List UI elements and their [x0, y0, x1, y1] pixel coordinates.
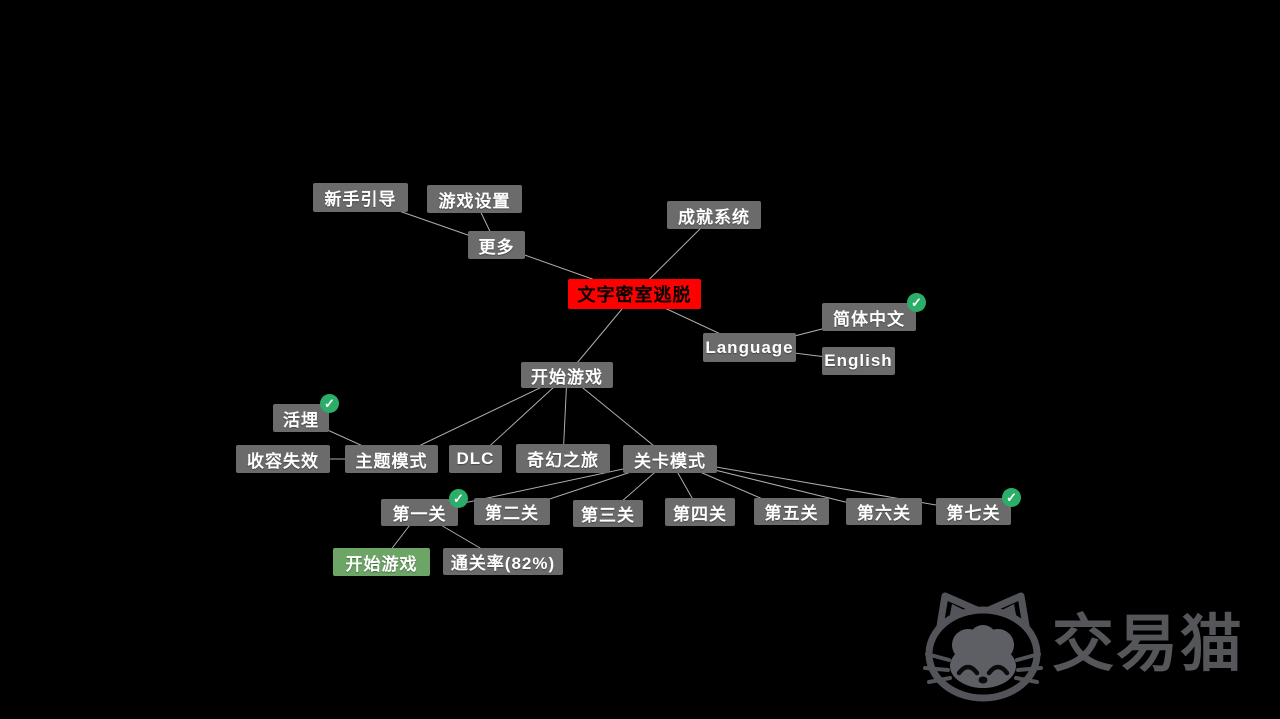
node-theme[interactable]: 主题模式 — [345, 445, 438, 473]
node-scp[interactable]: 收容失效 — [236, 445, 330, 473]
node-l3[interactable]: 第三关 — [573, 500, 643, 527]
node-label: Language — [705, 337, 794, 357]
node-label: 主题模式 — [355, 451, 428, 471]
node-levels[interactable]: 关卡模式 — [623, 445, 717, 473]
check-icon: ✓ — [320, 394, 339, 413]
node-label: English — [824, 351, 893, 370]
node-l4[interactable]: 第四关 — [665, 498, 735, 526]
node-label: DLC — [456, 449, 495, 468]
node-l7[interactable]: 第七关 ✓ — [936, 488, 1021, 525]
node-label: 成就系统 — [678, 207, 750, 227]
check-icon: ✓ — [449, 489, 468, 508]
node-l1_rate[interactable]: 通关率(82%) — [443, 548, 563, 575]
node-label: 第五关 — [764, 504, 819, 523]
node-l2[interactable]: 第二关 — [474, 498, 550, 525]
node-zh[interactable]: 简体中文 ✓ — [822, 293, 926, 331]
node-label: 奇幻之旅 — [527, 451, 599, 470]
node-label: 收容失效 — [247, 451, 319, 471]
node-l5[interactable]: 第五关 — [754, 498, 829, 525]
node-label: 第四关 — [673, 504, 727, 524]
brand-text: 交易猫 — [1052, 610, 1245, 679]
node-label: 第二关 — [485, 504, 539, 523]
node-label: 文字密室逃脱 — [577, 285, 692, 305]
node-more[interactable]: 更多 — [468, 231, 525, 259]
node-fantasy[interactable]: 奇幻之旅 — [516, 444, 610, 473]
node-label: 关卡模式 — [634, 451, 706, 471]
node-tutorial[interactable]: 新手引导 — [313, 183, 408, 212]
node-settings[interactable]: 游戏设置 — [427, 185, 522, 213]
node-language[interactable]: Language — [703, 333, 796, 362]
node-start[interactable]: 开始游戏 — [521, 362, 613, 388]
node-en[interactable]: English — [822, 347, 895, 375]
node-root[interactable]: 文字密室逃脱 — [568, 279, 701, 309]
trading-cat-logo-icon — [923, 592, 1043, 702]
node-label: 第三关 — [581, 506, 635, 525]
node-label: 第一关 — [392, 505, 447, 524]
node-dlc[interactable]: DLC — [449, 445, 502, 473]
node-label: 第七关 — [946, 504, 1001, 523]
node-l6[interactable]: 第六关 — [846, 498, 922, 525]
node-achievements[interactable]: 成就系统 — [667, 201, 761, 229]
node-label: 游戏设置 — [438, 191, 511, 211]
node-label: 通关率(82%) — [450, 554, 556, 573]
node-label: 开始游戏 — [531, 367, 603, 387]
check-icon: ✓ — [1002, 488, 1021, 507]
node-label: 简体中文 — [833, 309, 905, 329]
watermark: 交易猫 — [920, 588, 1244, 702]
node-l1[interactable]: 第一关 ✓ — [381, 489, 468, 526]
node-label: 活埋 — [283, 410, 319, 430]
node-label: 第六关 — [857, 504, 911, 523]
node-label: 新手引导 — [324, 190, 397, 209]
node-buried[interactable]: 活埋 ✓ — [273, 394, 339, 432]
node-label: 开始游戏 — [345, 554, 418, 574]
check-icon: ✓ — [907, 293, 926, 312]
node-label: 更多 — [478, 237, 515, 257]
node-l1_start[interactable]: 开始游戏 — [333, 548, 430, 576]
edge-levels-l7 — [669, 458, 974, 512]
